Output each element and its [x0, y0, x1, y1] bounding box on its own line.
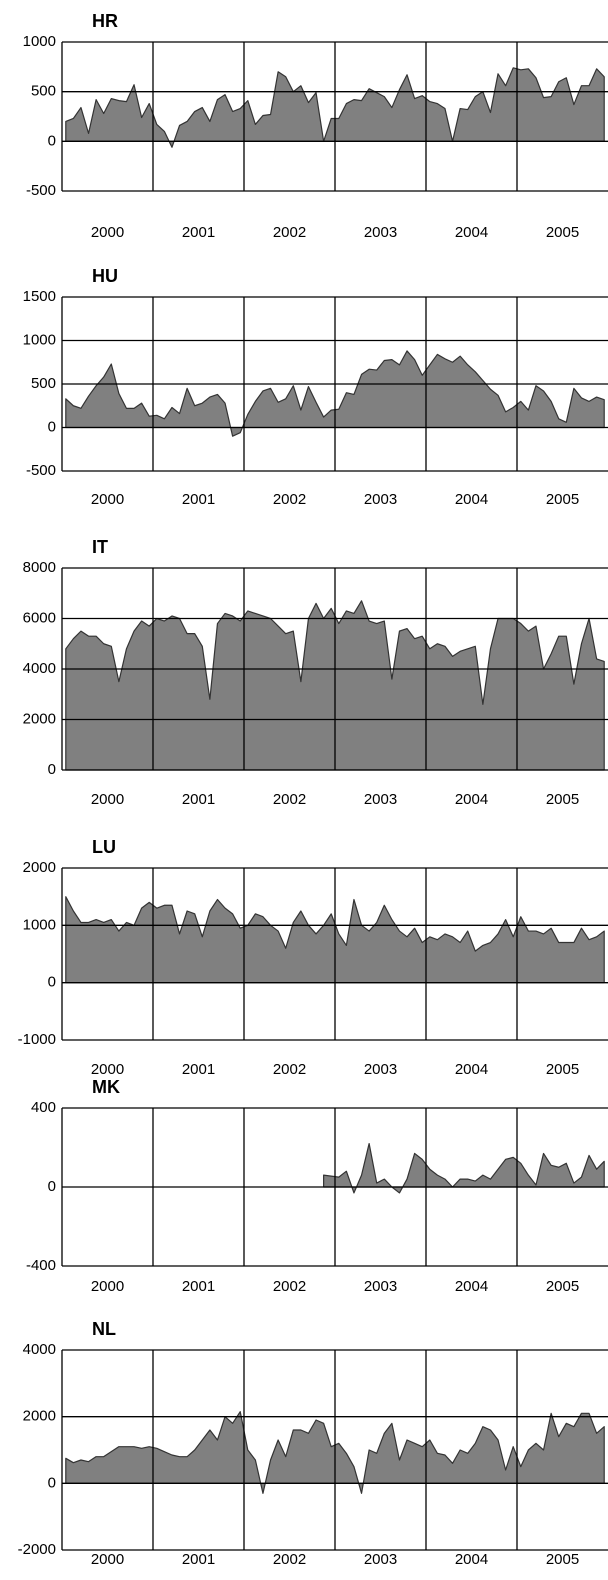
x-tick-label: 2001: [182, 491, 215, 508]
y-tick-label: 400: [31, 1099, 56, 1116]
y-tick-label: 2000: [23, 710, 56, 727]
x-tick-label: 2005: [546, 1061, 579, 1078]
x-tick-label: 2001: [182, 791, 215, 808]
x-tick-label: 2002: [273, 1278, 306, 1295]
x-tick-label: 2000: [91, 1278, 124, 1295]
x-tick-label: 2002: [273, 491, 306, 508]
y-tick-label: 1000: [23, 916, 56, 933]
chart-title: LU: [92, 837, 116, 857]
y-tick-label: -2000: [18, 1541, 56, 1558]
y-tick-label: 0: [48, 974, 56, 991]
x-tick-label: 2001: [182, 1278, 215, 1295]
x-tick-label: 2003: [364, 224, 397, 241]
x-tick-label: 2005: [546, 1551, 579, 1568]
chart-title: IT: [92, 537, 108, 557]
y-tick-label: 2000: [23, 859, 56, 876]
y-tick-label: -500: [26, 182, 56, 199]
area: [65, 350, 605, 437]
area: [65, 67, 605, 148]
y-tick-label: -400: [26, 1257, 56, 1274]
x-tick-label: 2003: [364, 491, 397, 508]
y-tick-label: 8000: [23, 559, 56, 576]
x-tick-label: 2000: [91, 491, 124, 508]
y-tick-label: 0: [48, 1178, 56, 1195]
x-tick-label: 2002: [273, 791, 306, 808]
x-tick-label: 2001: [182, 1061, 215, 1078]
x-tick-label: 2004: [455, 491, 488, 508]
y-tick-label: -1000: [18, 1031, 56, 1048]
x-tick-label: 2005: [546, 224, 579, 241]
x-tick-label: 2004: [455, 224, 488, 241]
chart-title: NL: [92, 1319, 116, 1339]
y-tick-label: 0: [48, 132, 56, 149]
x-tick-label: 2001: [182, 224, 215, 241]
x-tick-label: 2004: [455, 1551, 488, 1568]
y-tick-label: 0: [48, 761, 56, 778]
x-tick-label: 2004: [455, 1278, 488, 1295]
y-tick-label: 6000: [23, 609, 56, 626]
x-tick-label: 2000: [91, 791, 124, 808]
x-tick-label: 2005: [546, 491, 579, 508]
y-tick-label: -500: [26, 462, 56, 479]
y-tick-label: 2000: [23, 1408, 56, 1425]
chart-title: HR: [92, 11, 118, 31]
x-tick-label: 2002: [273, 1551, 306, 1568]
x-tick-label: 2003: [364, 1061, 397, 1078]
y-tick-label: 1500: [23, 288, 56, 305]
y-tick-label: 4000: [23, 660, 56, 677]
area: [323, 1142, 605, 1194]
x-tick-label: 2000: [91, 224, 124, 241]
x-tick-label: 2004: [455, 791, 488, 808]
y-tick-label: 1000: [23, 331, 56, 348]
x-tick-label: 2002: [273, 224, 306, 241]
x-tick-label: 2003: [364, 1551, 397, 1568]
x-tick-label: 2002: [273, 1061, 306, 1078]
x-tick-label: 2001: [182, 1551, 215, 1568]
x-tick-label: 2004: [455, 1061, 488, 1078]
y-tick-label: 0: [48, 418, 56, 435]
x-tick-label: 2003: [364, 791, 397, 808]
y-tick-label: 0: [48, 1474, 56, 1491]
y-tick-label: 1000: [23, 33, 56, 50]
x-tick-label: 2003: [364, 1278, 397, 1295]
y-tick-label: 500: [31, 83, 56, 100]
x-tick-label: 2000: [91, 1061, 124, 1078]
chart-title: HU: [92, 266, 118, 286]
x-tick-label: 2005: [546, 791, 579, 808]
chart-title: MK: [92, 1077, 120, 1097]
y-tick-label: 500: [31, 375, 56, 392]
y-tick-label: 4000: [23, 1341, 56, 1358]
x-tick-label: 2000: [91, 1551, 124, 1568]
x-tick-label: 2005: [546, 1278, 579, 1295]
